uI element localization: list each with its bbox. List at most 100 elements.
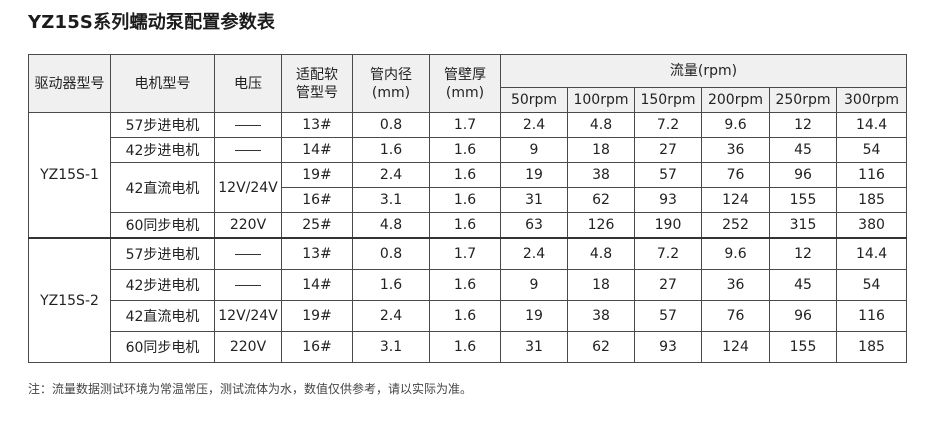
flow-cell: 38 [567, 300, 635, 332]
flow-cell: 185 [835, 331, 908, 363]
flow-cell: 155 [769, 331, 837, 363]
flow-cell: 27 [634, 269, 702, 301]
driver-model-cell: YZ15S-2 [28, 237, 111, 363]
wall-thickness-cell: 1.6 [429, 331, 501, 363]
header-rpm-1: 100rpm [567, 87, 635, 113]
table-row: 60同步电机 220V 25# 4.8 1.6 63 126 190 252 315 380 [29, 212, 908, 239]
flow-cell: 4.8 [567, 112, 635, 138]
tube-model-cell: 13# [281, 237, 353, 270]
flow-cell: 124 [701, 187, 770, 213]
flow-cell: 14.4 [835, 112, 908, 138]
flow-cell: 36 [701, 269, 770, 301]
motor-model-cell: 57步进电机 [110, 112, 215, 138]
header-flow: 流量(rpm) [499, 54, 908, 88]
inner-diameter-cell: 0.8 [352, 112, 430, 138]
inner-diameter-cell: 2.4 [352, 162, 430, 188]
motor-model-cell: 60同步电机 [110, 331, 215, 363]
dash-mark [235, 149, 261, 151]
header-tube-model: 适配软 管型号 [281, 54, 353, 113]
flow-cell: 96 [769, 300, 837, 332]
voltage-cell [214, 269, 282, 301]
inner-diameter-cell: 1.6 [352, 269, 430, 301]
flow-cell: 315 [769, 212, 837, 239]
flow-cell: 18 [567, 269, 635, 301]
flow-cell: 36 [701, 137, 770, 163]
flow-cell: 93 [634, 331, 702, 363]
table-row: YZ15S-2 57步进电机 13# 0.8 1.7 2.4 4.8 7.2 9.6 12 14.4 [28, 237, 908, 363]
wall-thickness-cell: 1.6 [429, 300, 501, 332]
header-rpm-2: 150rpm [634, 87, 702, 113]
flow-cell: 45 [769, 269, 837, 301]
voltage-cell [214, 112, 282, 138]
flow-cell: 14.4 [835, 237, 908, 270]
flow-cell: 9 [500, 137, 568, 163]
header-rpm-3: 200rpm [701, 87, 770, 113]
voltage-cell: 12V/24V [214, 300, 282, 332]
flow-cell: 76 [701, 300, 770, 332]
flow-cell: 57 [634, 162, 702, 188]
flow-cell: 12 [769, 237, 837, 270]
flow-cell: 54 [835, 269, 908, 301]
flow-cell: 12 [769, 112, 837, 138]
flow-cell: 185 [835, 187, 908, 213]
header-voltage: 电压 [214, 54, 282, 113]
voltage-cell: 220V [214, 212, 282, 239]
tube-model-cell: 14# [281, 269, 353, 301]
motor-model-cell: 42步进电机 [110, 137, 215, 163]
flow-cell: 126 [567, 212, 635, 239]
flow-cell: 19 [500, 300, 568, 332]
header-wall-thickness: 管壁厚 (mm) [429, 54, 501, 113]
flow-cell: 18 [567, 137, 635, 163]
header-rpm-0: 50rpm [500, 87, 568, 113]
table-row: 42直流电机 12V/24V 19# 2.4 1.6 19 38 57 76 96 116 [29, 162, 908, 213]
inner-diameter-cell: 3.1 [352, 187, 430, 213]
motor-model-cell: 57步进电机 [110, 237, 215, 270]
flow-cell: 54 [835, 137, 908, 163]
table-row: 16# 3.1 1.6 31 62 93 124 155 185 [29, 187, 908, 213]
wall-thickness-cell: 1.6 [429, 187, 501, 213]
footnote: 注：流量数据测试环境为常温常压，测试流体为水，数值仅供参考，请以实际为准。 [28, 382, 473, 396]
flow-cell: 57 [634, 300, 702, 332]
flow-cell: 19 [500, 162, 568, 188]
table-row: 42步进电机 14# 1.6 1.6 9 18 27 36 45 54 [29, 137, 908, 163]
voltage-cell: 220V [214, 331, 282, 363]
flow-cell: 9.6 [701, 112, 770, 138]
flow-cell: 124 [701, 331, 770, 363]
tube-model-cell: 16# [281, 187, 353, 213]
inner-diameter-cell: 3.1 [352, 331, 430, 363]
wall-thickness-cell: 1.6 [429, 269, 501, 301]
flow-cell: 4.8 [567, 237, 635, 270]
flow-cell: 27 [634, 137, 702, 163]
wall-thickness-cell: 1.7 [429, 112, 501, 138]
header-rpm-4: 250rpm [769, 87, 837, 113]
motor-model-cell: 42直流电机 [110, 162, 215, 213]
inner-diameter-cell: 1.6 [352, 137, 430, 163]
flow-cell: 2.4 [500, 237, 568, 270]
header-inner-diameter: 管内径 (mm) [352, 54, 430, 113]
dash-mark [235, 253, 261, 255]
flow-cell: 116 [835, 300, 908, 332]
flow-cell: 155 [769, 187, 837, 213]
flow-cell: 380 [835, 212, 908, 239]
flow-cell: 63 [500, 212, 568, 239]
flow-cell: 9.6 [701, 237, 770, 270]
flow-cell: 190 [634, 212, 702, 239]
flow-cell: 93 [634, 187, 702, 213]
voltage-cell [214, 137, 282, 163]
tube-model-cell: 19# [281, 300, 353, 332]
flow-cell: 9 [500, 269, 568, 301]
flow-cell: 31 [500, 331, 568, 363]
flow-cell: 2.4 [500, 112, 568, 138]
wall-thickness-cell: 1.6 [429, 137, 501, 163]
dash-mark [235, 284, 261, 286]
table-row: 42步进电机 14# 1.6 1.6 9 18 27 36 45 54 [29, 269, 908, 301]
tube-model-cell: 16# [281, 331, 353, 363]
voltage-cell [214, 237, 282, 270]
tube-model-cell: 13# [281, 112, 353, 138]
flow-cell: 252 [701, 212, 770, 239]
tube-model-cell: 19# [281, 162, 353, 188]
flow-cell: 38 [567, 162, 635, 188]
header-rpm-5: 300rpm [835, 87, 908, 113]
flow-cell: 45 [769, 137, 837, 163]
flow-cell: 62 [567, 187, 635, 213]
